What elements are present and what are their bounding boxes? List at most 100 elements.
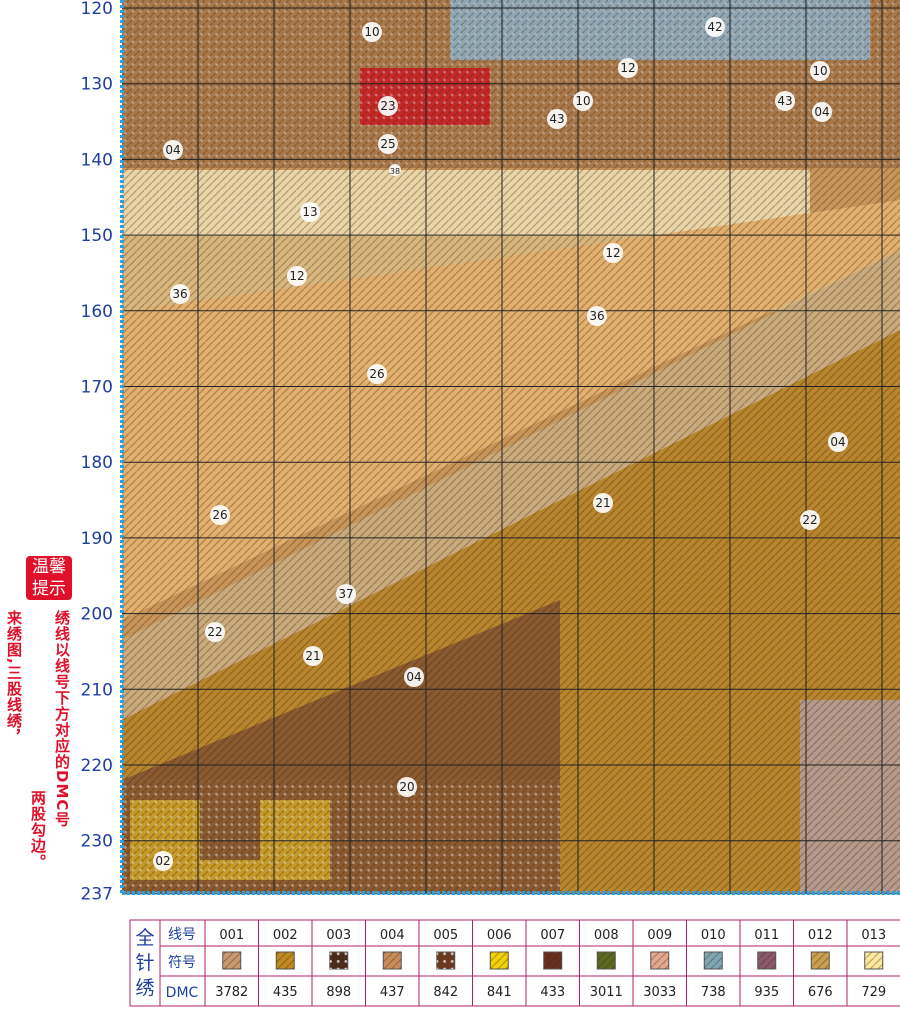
region-label: 37 bbox=[338, 587, 353, 601]
region-label: 20 bbox=[399, 780, 414, 794]
region-label: 04 bbox=[406, 670, 421, 684]
region-label: 43 bbox=[549, 112, 564, 126]
label-bubble bbox=[170, 284, 190, 304]
region-label: 25 bbox=[380, 137, 395, 151]
label-bubble bbox=[205, 622, 225, 642]
dmc-number: 435 bbox=[273, 985, 298, 1000]
label-bubble bbox=[573, 91, 593, 111]
thread-code: 001 bbox=[219, 928, 244, 943]
label-bubble bbox=[800, 510, 820, 530]
dmc-number: 433 bbox=[540, 985, 565, 1000]
region-label: 22 bbox=[802, 513, 817, 527]
symbol-texture bbox=[704, 952, 723, 969]
thread-code: 008 bbox=[594, 928, 619, 943]
label-bubble bbox=[810, 61, 830, 81]
label-bubble bbox=[397, 777, 417, 797]
row-label: 170 bbox=[81, 378, 113, 398]
label-bubble bbox=[547, 109, 567, 129]
label-bubble bbox=[404, 667, 424, 687]
thread-code: 009 bbox=[647, 928, 672, 943]
legend-row-header: 线号 bbox=[168, 927, 196, 943]
label-bubble bbox=[300, 202, 320, 222]
region-label: 02 bbox=[155, 854, 170, 868]
dmc-number: 437 bbox=[380, 985, 405, 1000]
thread-code: 002 bbox=[273, 928, 298, 943]
dmc-number: 729 bbox=[861, 985, 886, 1000]
row-label: 230 bbox=[81, 832, 113, 852]
region-label: 13 bbox=[302, 205, 317, 219]
region-label: 04 bbox=[814, 105, 829, 119]
region-label: 26 bbox=[369, 367, 384, 381]
dmc-number: 676 bbox=[808, 985, 833, 1000]
symbol-texture bbox=[543, 952, 562, 969]
legend-row-header: 符号 bbox=[168, 955, 196, 971]
region-label: 12 bbox=[605, 246, 620, 260]
region-label: 38 bbox=[390, 167, 400, 176]
row-label: 200 bbox=[81, 605, 113, 625]
label-bubble bbox=[303, 646, 323, 666]
label-bubble bbox=[389, 164, 401, 176]
dmc-number: 841 bbox=[487, 985, 512, 1000]
note-line: 来绣图,三股线绣， bbox=[5, 610, 23, 745]
label-bubble bbox=[378, 96, 398, 116]
region-label: 10 bbox=[575, 94, 590, 108]
symbol-texture bbox=[329, 952, 348, 969]
dmc-number: 935 bbox=[754, 985, 779, 1000]
region-label: 10 bbox=[364, 25, 379, 39]
dmc-number: 3033 bbox=[643, 985, 676, 1000]
label-bubble bbox=[812, 102, 832, 122]
row-label: 180 bbox=[81, 453, 113, 473]
legend-title: 绣 bbox=[135, 977, 154, 999]
region-label: 21 bbox=[305, 649, 320, 663]
region-label: 42 bbox=[707, 20, 722, 34]
symbol-texture bbox=[436, 952, 455, 969]
symbol-texture bbox=[811, 952, 830, 969]
label-bubble bbox=[705, 17, 725, 37]
thread-code: 010 bbox=[701, 928, 726, 943]
region-label: 36 bbox=[172, 287, 187, 301]
label-bubble bbox=[287, 266, 307, 286]
label-bubble bbox=[775, 91, 795, 111]
dmc-number: 842 bbox=[433, 985, 458, 1000]
dmc-number: 3011 bbox=[590, 985, 623, 1000]
dmc-number: 898 bbox=[326, 985, 351, 1000]
label-bubble bbox=[163, 140, 183, 160]
region-label: 04 bbox=[830, 435, 845, 449]
dmc-number: 738 bbox=[701, 985, 726, 1000]
note-line: 绣线以线号下方对应的DMC号 bbox=[53, 610, 71, 828]
row-label: 150 bbox=[81, 226, 113, 246]
label-bubble bbox=[378, 134, 398, 154]
region-label: 22 bbox=[207, 625, 222, 639]
row-label: 120 bbox=[81, 0, 113, 19]
row-label: 220 bbox=[81, 756, 113, 776]
region-label: 23 bbox=[380, 99, 395, 113]
thread-code: 003 bbox=[326, 928, 351, 943]
row-label: 190 bbox=[81, 529, 113, 549]
thread-code: 012 bbox=[808, 928, 833, 943]
thread-code: 011 bbox=[754, 928, 779, 943]
legend-title: 全 bbox=[135, 927, 154, 949]
region-label: 43 bbox=[777, 94, 792, 108]
row-label: 130 bbox=[81, 75, 113, 95]
row-label: 210 bbox=[81, 680, 113, 700]
note-line: 两股勾边。 bbox=[29, 790, 47, 870]
label-bubble bbox=[210, 505, 230, 525]
label-bubble bbox=[367, 364, 387, 384]
thread-code: 013 bbox=[861, 928, 886, 943]
label-bubble bbox=[593, 493, 613, 513]
label-bubble bbox=[362, 22, 382, 42]
region-label: 12 bbox=[289, 269, 304, 283]
symbol-texture bbox=[757, 952, 776, 969]
symbol-texture bbox=[864, 952, 883, 969]
label-bubble bbox=[336, 584, 356, 604]
thread-code: 004 bbox=[380, 928, 405, 943]
row-label: 160 bbox=[81, 302, 113, 322]
thread-code: 006 bbox=[487, 928, 512, 943]
badge-line: 提示 bbox=[32, 579, 66, 599]
dmc-number: 3782 bbox=[215, 985, 248, 1000]
region-label: 10 bbox=[812, 64, 827, 78]
symbol-texture bbox=[222, 952, 241, 969]
legend-title: 针 bbox=[135, 952, 154, 974]
